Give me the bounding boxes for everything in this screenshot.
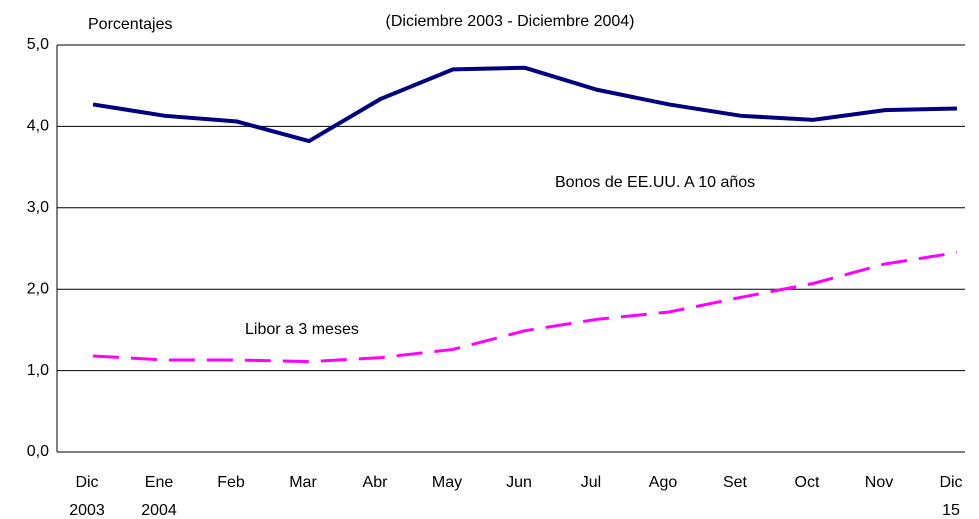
- x-tick-label: 15: [942, 502, 960, 519]
- y-tick-label: 0,0: [27, 443, 49, 460]
- y-tick-label: 1,0: [27, 362, 49, 379]
- x-tick-label: Ene: [145, 474, 174, 491]
- x-tick-label: Jul: [581, 474, 601, 491]
- y-tick-label: 4,0: [27, 118, 49, 135]
- line-series: [92, 251, 958, 364]
- x-tick-label: Feb: [217, 474, 245, 491]
- y-tick-label: 5,0: [27, 36, 49, 53]
- x-tick-label: May: [432, 474, 462, 491]
- series-label: Bonos de EE.UU. A 10 años: [555, 174, 755, 191]
- x-tick-label: Oct: [795, 474, 820, 491]
- y-tick-label: 2,0: [27, 280, 49, 297]
- x-tick-label: 2004: [141, 502, 177, 519]
- x-tick-label: Mar: [289, 474, 317, 491]
- x-tick-label: Set: [723, 474, 748, 491]
- series-label: Libor a 3 meses: [245, 321, 359, 338]
- x-tick-label: 2003: [69, 502, 105, 519]
- line-series: [92, 65, 958, 144]
- x-tick-label: Nov: [865, 474, 893, 491]
- chart-subtitle: (Diciembre 2003 - Diciembre 2004): [386, 13, 635, 30]
- x-tick-label: Jun: [506, 474, 532, 491]
- y-tick-label: 3,0: [27, 199, 49, 216]
- x-tick-label: Dic: [939, 474, 962, 491]
- x-tick-label: Dic: [75, 474, 98, 491]
- x-tick-label: Abr: [363, 474, 389, 491]
- y-axis-label: Porcentajes: [88, 16, 173, 33]
- x-tick-label: Ago: [649, 474, 678, 491]
